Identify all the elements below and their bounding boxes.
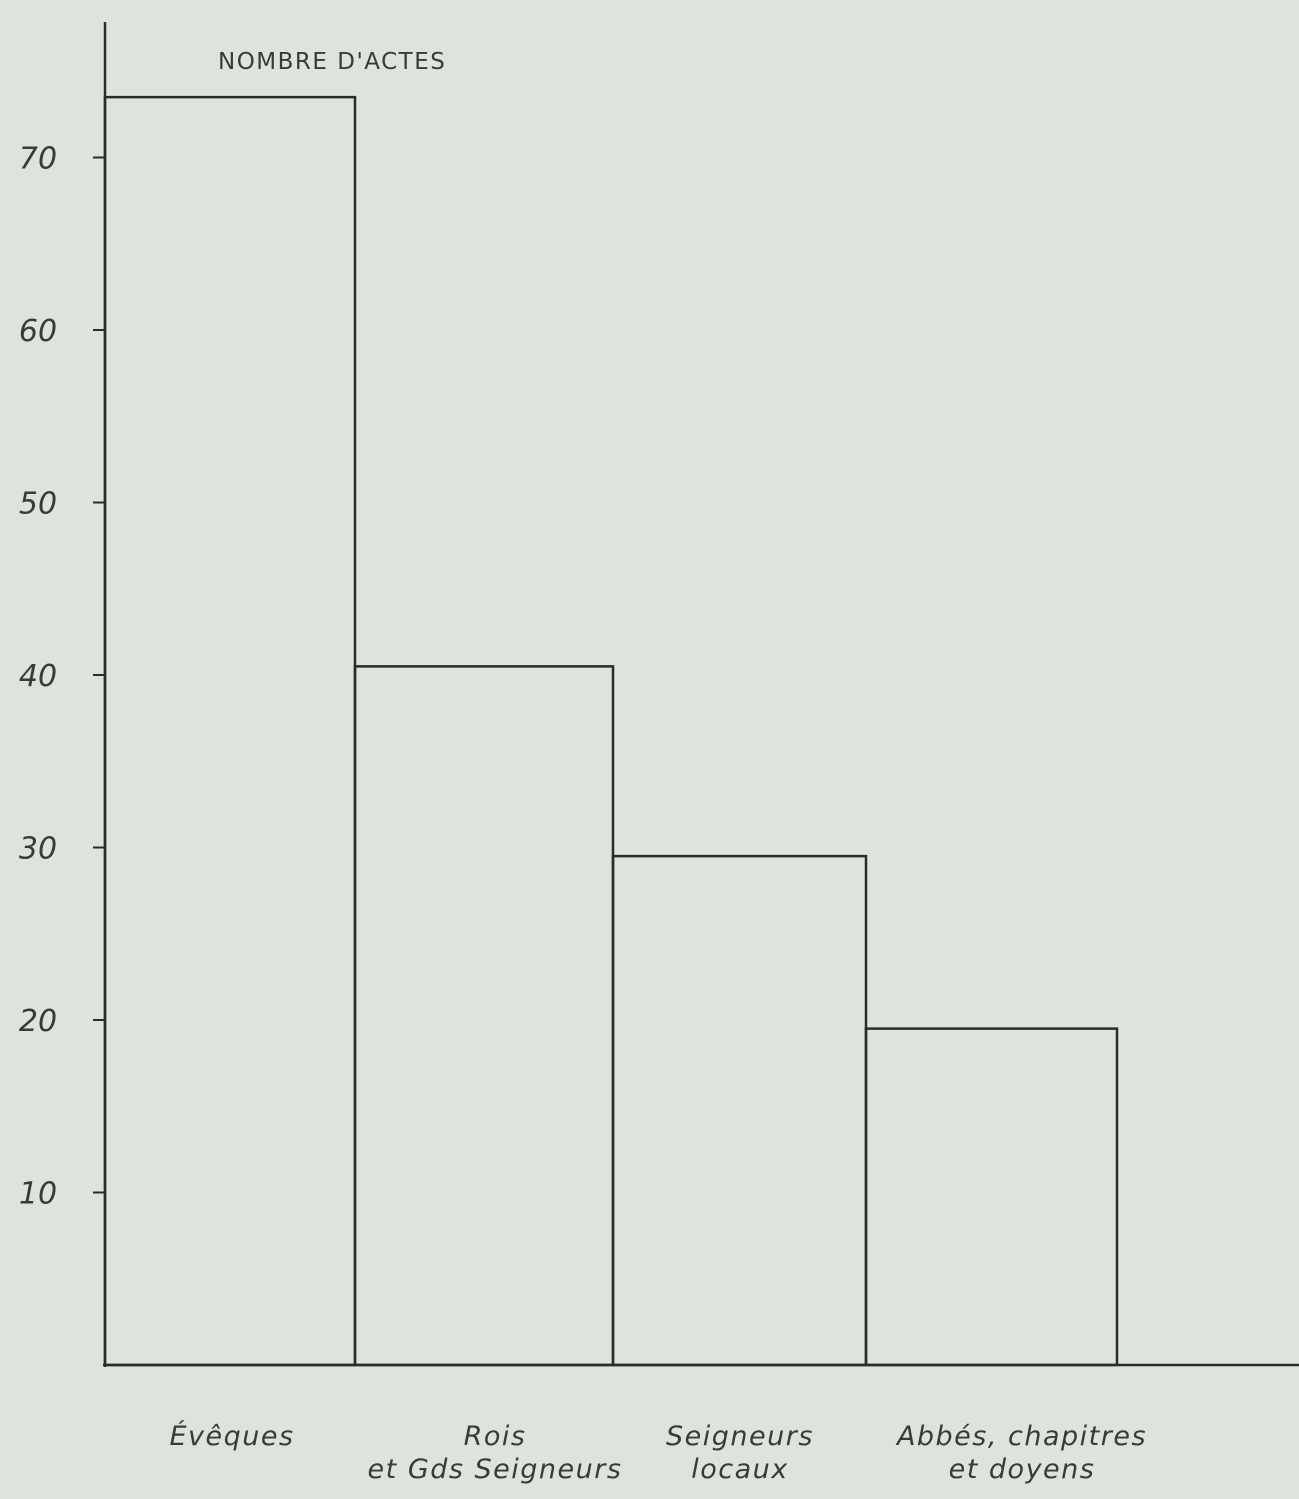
y-tick-label-40: 40 bbox=[19, 659, 57, 694]
y-tick-label-20: 20 bbox=[19, 1004, 57, 1039]
bars-layer bbox=[103, 95, 1119, 1367]
bar-4 bbox=[864, 1027, 1119, 1367]
category-label-3-line-1: Seigneurs bbox=[666, 1421, 814, 1452]
category-label-2-line-1: Rois bbox=[464, 1421, 527, 1452]
category-label-4-line-1: Abbés, chapitres bbox=[895, 1421, 1147, 1452]
bar-2 bbox=[353, 665, 615, 1367]
category-label-4-line-2: et doyens bbox=[949, 1454, 1096, 1485]
y-axis-title: NOMBRE D'ACTES bbox=[218, 49, 446, 75]
y-tick-label-60: 60 bbox=[19, 314, 57, 349]
axes-layer: NOMBRE D'ACTES bbox=[103, 22, 1299, 1367]
bar-1 bbox=[103, 95, 357, 1367]
y-tick-label-30: 30 bbox=[19, 832, 57, 867]
category-label-3-line-2: locaux bbox=[691, 1454, 789, 1485]
category-label-2-line-2: et Gds Seigneurs bbox=[368, 1454, 623, 1485]
bar-3 bbox=[611, 854, 868, 1367]
y-tick-label-50: 50 bbox=[19, 487, 57, 522]
y-tick-label-70: 70 bbox=[19, 142, 57, 177]
y-tick-label-10: 10 bbox=[19, 1177, 57, 1212]
y-ticks-layer: 10 20 30 40 50 60 70 bbox=[19, 142, 105, 1212]
category-label-1-line-1: Évêques bbox=[169, 1420, 294, 1452]
